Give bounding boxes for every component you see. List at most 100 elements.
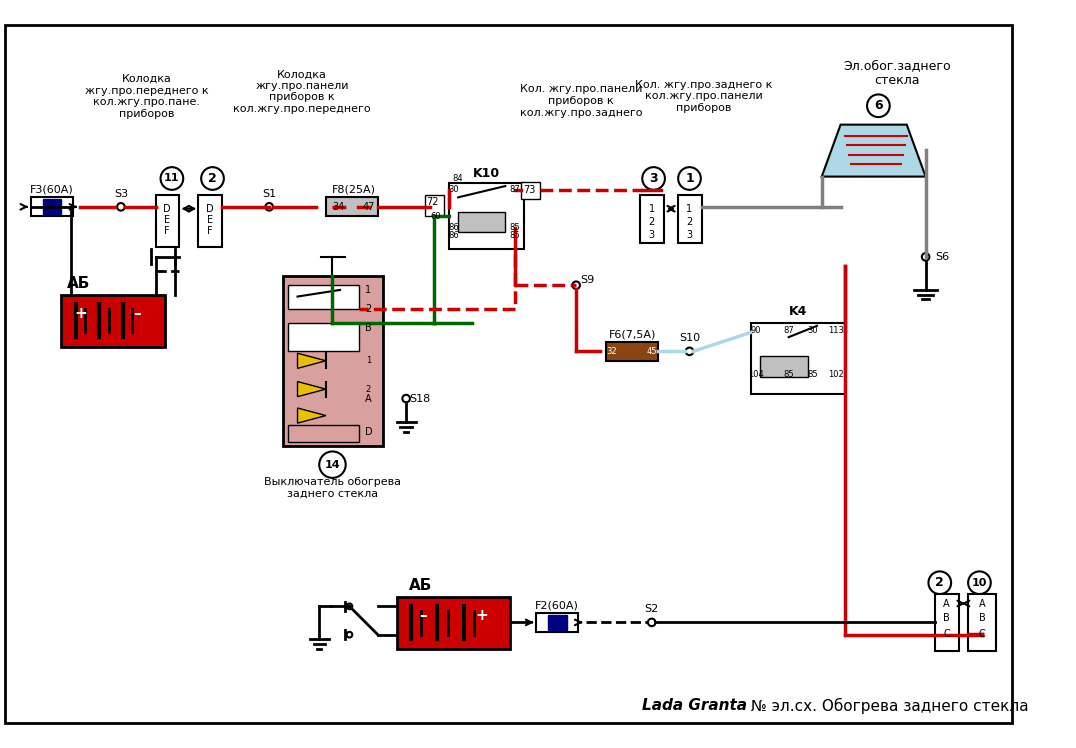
Bar (522, 183, 540, 199)
Circle shape (160, 167, 183, 190)
Circle shape (678, 167, 700, 190)
Text: A: A (365, 393, 371, 404)
Text: 72: 72 (426, 197, 439, 207)
Text: 30: 30 (448, 186, 458, 194)
Text: Выключатель обогрева
заднего стекла: Выключатель обогрева заднего стекла (264, 477, 401, 499)
Text: 1: 1 (686, 203, 693, 214)
Bar (537, 613, 578, 632)
Text: S3: S3 (114, 188, 128, 199)
Bar (935, 594, 959, 651)
Text: 2: 2 (365, 304, 371, 314)
Text: № эл.сх. Обогрева заднего стекла: № эл.сх. Обогрева заднего стекла (746, 697, 1029, 714)
Text: 3: 3 (649, 172, 657, 185)
Text: 73: 73 (523, 185, 535, 194)
Text: S1: S1 (263, 188, 277, 199)
Text: 47: 47 (363, 202, 374, 212)
Text: S9: S9 (580, 275, 595, 286)
Text: АБ: АБ (409, 578, 431, 593)
Circle shape (201, 167, 224, 190)
Bar (678, 195, 702, 242)
Text: 87: 87 (509, 186, 520, 194)
Text: S18: S18 (410, 393, 430, 404)
Bar (751, 323, 846, 394)
Bar (31, 197, 73, 216)
Bar (548, 615, 567, 630)
Text: K10: K10 (472, 168, 500, 180)
Text: 10: 10 (972, 577, 987, 588)
Bar (607, 342, 659, 361)
Text: 14: 14 (325, 460, 340, 470)
Text: Эл.обог.заднего
стекла: Эл.обог.заднего стекла (844, 58, 951, 87)
Text: Кол. жгу.про.панели
приборов к
кол.жгу.про.заднего: Кол. жгу.про.панели приборов к кол.жгу.п… (520, 85, 642, 117)
Text: 84: 84 (453, 174, 464, 183)
Text: 86: 86 (448, 230, 458, 239)
Text: F6(7,5A): F6(7,5A) (609, 329, 656, 340)
Text: 3: 3 (686, 230, 693, 240)
Circle shape (117, 203, 125, 211)
Circle shape (867, 94, 890, 117)
Text: 1: 1 (365, 285, 371, 295)
Text: F8(25A): F8(25A) (332, 185, 377, 194)
Text: A: A (943, 598, 950, 609)
Text: F3(60A): F3(60A) (30, 185, 74, 194)
Text: K4: K4 (789, 305, 807, 318)
Bar (61, 295, 166, 346)
Text: Lada Granta: Lada Granta (642, 698, 747, 713)
Bar (640, 195, 664, 242)
Bar (288, 425, 359, 442)
Polygon shape (298, 353, 326, 368)
Text: S2: S2 (645, 604, 659, 614)
Text: 30: 30 (807, 326, 818, 335)
Text: 85: 85 (807, 370, 818, 379)
Circle shape (642, 167, 665, 190)
Text: 1: 1 (685, 172, 694, 185)
Text: 85: 85 (783, 370, 794, 379)
Bar (968, 594, 996, 651)
Text: Колодка
жгу.про.панели
приборов к
кол.жгу.про.переднего: Колодка жгу.про.панели приборов к кол.жг… (233, 70, 371, 114)
Text: C: C (979, 629, 986, 639)
Text: АБ: АБ (67, 276, 90, 291)
Bar (397, 597, 510, 649)
Text: E: E (165, 215, 170, 225)
Circle shape (117, 203, 125, 211)
Text: 6: 6 (874, 99, 882, 112)
Text: 2: 2 (649, 217, 655, 227)
Bar (288, 323, 359, 352)
Bar (449, 183, 524, 249)
Text: 2: 2 (366, 384, 371, 393)
Circle shape (968, 571, 991, 594)
Text: 87: 87 (783, 326, 794, 335)
Text: D: D (365, 426, 372, 437)
Text: 104: 104 (748, 370, 764, 379)
Bar (326, 197, 378, 216)
Circle shape (922, 253, 930, 260)
Text: 11: 11 (165, 174, 180, 183)
Text: Кол. жгу.про.заднего к
кол.жгу.про.панели
приборов: Кол. жгу.про.заднего к кол.жгу.про.панел… (635, 80, 773, 113)
Text: 34: 34 (332, 202, 344, 212)
Text: –: – (133, 306, 141, 321)
Text: –: – (420, 608, 427, 623)
Circle shape (320, 452, 345, 478)
Bar (425, 195, 444, 216)
Bar (288, 285, 359, 309)
Text: S10: S10 (679, 333, 700, 343)
Text: +: + (476, 608, 489, 623)
Circle shape (346, 604, 352, 609)
Text: 2: 2 (208, 172, 217, 185)
Circle shape (266, 203, 273, 211)
Bar (458, 212, 506, 233)
Text: E: E (207, 215, 213, 225)
Text: 85: 85 (509, 223, 520, 232)
Text: F: F (165, 227, 170, 236)
Text: Колодка
жгу.про.переднего к
кол.жгу.про.пане.
приборов: Колодка жгу.про.переднего к кол.жгу.про.… (85, 74, 209, 119)
Polygon shape (822, 125, 925, 177)
Text: 102: 102 (829, 370, 844, 379)
Text: 3: 3 (649, 230, 655, 240)
Text: 85: 85 (509, 230, 520, 239)
Text: 1: 1 (649, 203, 655, 214)
Text: 2: 2 (935, 576, 944, 589)
Text: B: B (365, 322, 371, 333)
Text: B: B (943, 613, 950, 622)
Text: +: + (74, 306, 87, 321)
Bar (156, 195, 180, 248)
